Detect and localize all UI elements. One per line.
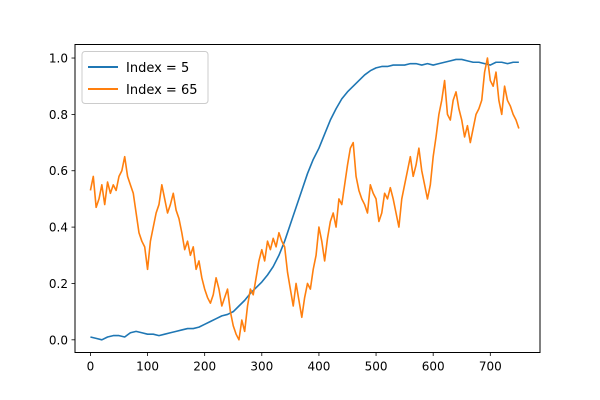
axes-frame bbox=[74, 44, 541, 353]
y-tick-label: 0.0 bbox=[49, 333, 68, 347]
x-tick-label: 200 bbox=[193, 360, 216, 374]
x-axis: 0 100 200 300 400 500 600 700 bbox=[87, 352, 502, 374]
x-tick-label: 600 bbox=[422, 360, 445, 374]
x-tick-label: 400 bbox=[307, 360, 330, 374]
x-tick-label: 700 bbox=[479, 360, 502, 374]
y-tick-label: 0.6 bbox=[49, 164, 68, 178]
y-tick-label: 0.4 bbox=[49, 221, 68, 235]
series-lines bbox=[89, 57, 520, 341]
x-tick-label: 300 bbox=[250, 360, 273, 374]
y-tick-label: 1.0 bbox=[49, 52, 68, 66]
legend-label-index-65: Index = 65 bbox=[126, 83, 198, 98]
y-tick-label: 0.8 bbox=[49, 108, 68, 122]
y-tick-label: 0.2 bbox=[49, 277, 68, 291]
y-axis: 0.0 0.2 0.4 0.6 0.8 1.0 bbox=[49, 52, 75, 347]
legend: Index = 5 Index = 65 bbox=[81, 51, 209, 104]
series-line-index-5 bbox=[90, 58, 519, 341]
x-tick-label: 500 bbox=[365, 360, 388, 374]
legend-label-index-5: Index = 5 bbox=[126, 61, 189, 76]
x-tick-label: 0 bbox=[87, 360, 95, 374]
series-line-index-65 bbox=[89, 57, 520, 341]
x-tick-label: 100 bbox=[136, 360, 159, 374]
legend-box bbox=[81, 51, 209, 104]
plot-area bbox=[89, 57, 520, 341]
